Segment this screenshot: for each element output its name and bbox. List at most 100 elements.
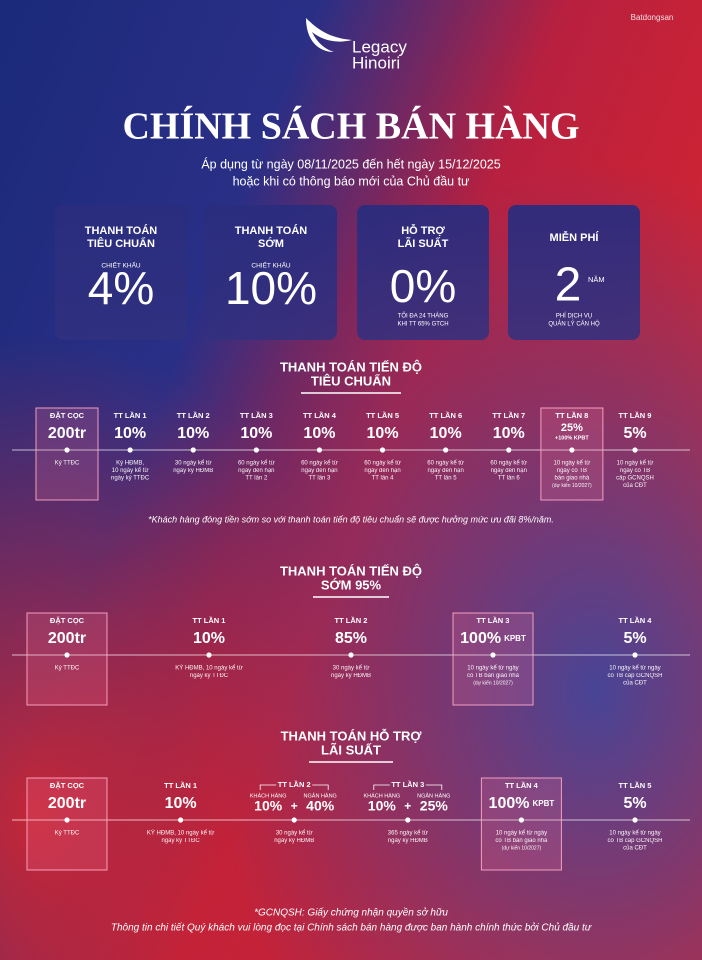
footer-note: *GCNQSH: Giấy chứng nhận quyền sở hữu: [254, 907, 448, 919]
step-label: ĐẶT CỌC: [50, 616, 85, 625]
card-title: THANH TOÁN: [85, 224, 158, 237]
card: [508, 205, 640, 340]
part-value: 40%: [306, 798, 335, 814]
part-value: 10%: [368, 798, 397, 814]
step-note: 10 ngày kể từ ngày: [467, 665, 518, 672]
step-note: ngày đến hạn: [364, 468, 400, 474]
step-sub: +100% KPBT: [555, 435, 589, 441]
timeline-dot: [178, 817, 184, 823]
timeline-dot: [518, 817, 525, 823]
section-title: THANH TOÁN TIẾN ĐỘ: [280, 359, 422, 374]
step-value: 25%: [561, 422, 583, 434]
step-value: 200tr: [48, 425, 86, 442]
card-note: QUẢN LÝ CĂN HỘ: [548, 321, 600, 328]
part-label: KHÁCH HÀNG: [250, 792, 287, 799]
section-title: TIÊU CHUẨN: [311, 373, 391, 388]
timeline-dot: [64, 817, 70, 823]
part-label: NGÂN HÀNG: [304, 792, 337, 799]
step-note: 30 ngày kể từ: [333, 665, 370, 672]
card: [55, 205, 187, 340]
step-note: ngày đến hạn: [301, 468, 337, 474]
step-note: KÝ HĐMB, 10 ngày kể từ: [147, 830, 214, 837]
bracket: [373, 784, 443, 790]
step-note: có TB bàn giao nhà: [495, 838, 548, 844]
step-note: 60 ngày kể từ: [301, 460, 338, 467]
timeline-dot: [379, 447, 386, 453]
step-value: 10%: [165, 795, 197, 812]
step-note: ngày ký TTĐC: [111, 476, 150, 482]
card-note: PHÍ DỊCH VỤ: [556, 313, 592, 320]
step-value: 85%: [335, 630, 367, 647]
step-note: ngày ký HĐMB: [173, 468, 213, 474]
step-note: ngày ký TTĐC: [161, 838, 200, 844]
step-value: 200tr: [48, 795, 86, 812]
card-title: THANH TOÁN: [235, 224, 308, 237]
subtitle: hoặc khi có thông báo mới của Chủ đầu tư: [233, 174, 470, 188]
step-note: Ký TTĐC: [55, 831, 80, 837]
step-note: 10 ngày kể từ: [554, 460, 591, 467]
step-value: 100% KPBT: [460, 630, 526, 647]
joiner: +: [404, 799, 411, 813]
step-note: TT lần 6: [498, 476, 521, 482]
step-value-number: 100%: [460, 630, 501, 647]
step-label: TT LẦN 3: [240, 410, 273, 420]
timeline-dot: [490, 652, 496, 658]
step-value: 10%: [114, 425, 146, 442]
step-note: 60 ngày kể từ: [427, 460, 464, 467]
joiner: +: [291, 799, 298, 813]
step-note: ngày ký HĐMB: [274, 838, 314, 844]
step-note: của CĐT: [623, 845, 647, 852]
subtitle: Áp dụng từ ngày 08/11/2025 đến hết ngày …: [201, 156, 500, 171]
step-note: 10 ngày kể từ: [617, 460, 654, 467]
step-note: 10 ngày kể từ: [112, 467, 149, 474]
step-value-number: 100%: [489, 795, 530, 812]
highlight-box: [26, 777, 108, 871]
step-note: 60 ngày kể từ: [364, 460, 401, 467]
step-note: có TB cấp GCNQSH: [608, 838, 663, 844]
highlight-box: [480, 777, 562, 871]
step-label: TT LẦN 1: [114, 410, 147, 420]
page-title: CHÍNH SÁCH BÁN HÀNG: [122, 106, 579, 148]
step-label: TT LẦN 8: [555, 410, 588, 420]
step-label: TT LẦN 4: [303, 410, 337, 420]
step-value: 10%: [367, 425, 399, 442]
card-value: 10%: [225, 262, 317, 314]
step-label: TT LẦN 7: [492, 410, 525, 420]
step-note: TT lần 2: [245, 476, 268, 482]
step-note: ngày đến hạn: [491, 468, 527, 474]
step-value-suffix: KPBT: [532, 799, 554, 808]
timeline-dot: [405, 817, 411, 823]
step-note: ngày đến hạn: [427, 468, 463, 474]
timeline-dot: [206, 652, 212, 658]
step-note: ngày đến hạn: [238, 468, 274, 474]
highlight-box: [540, 407, 604, 501]
step-note: Ký HĐMB,: [116, 461, 144, 467]
section-title: THANH TOÁN HỖ TRỢ: [281, 728, 423, 743]
step-label: TT LẦN 2: [335, 615, 368, 625]
card-title: HỖ TRỢ: [401, 224, 445, 237]
brand-name: Legacy: [352, 37, 407, 56]
timeline-dot: [569, 447, 575, 453]
step-value: 10%: [493, 425, 525, 442]
step-note: của CĐT: [623, 680, 647, 687]
part-value: 10%: [254, 798, 283, 814]
timeline-dot: [506, 447, 512, 453]
step-label: TT LẦN 2: [177, 410, 210, 420]
timeline-dot: [64, 447, 70, 453]
timeline-dot: [316, 447, 323, 453]
part-value: 25%: [420, 798, 449, 814]
highlight-box: [452, 612, 534, 706]
step-note: ngày có TB: [557, 468, 587, 474]
footer-note: Thông tin chi tiết Quý khách vui lòng đọ…: [111, 922, 592, 934]
timeline-dot: [632, 817, 638, 823]
card-value: 0%: [390, 260, 456, 312]
card: [205, 205, 337, 340]
card-value: 4%: [88, 262, 154, 314]
step-label: TT LẦN 5: [619, 780, 652, 790]
step-value: 5%: [623, 630, 646, 647]
step-value: 10%: [430, 425, 462, 442]
footnote: *Khách hàng đóng tiền sớm so với thanh t…: [148, 514, 554, 524]
step-note: Ký TTĐC: [55, 461, 80, 467]
step-note: ngày ký HĐMB: [388, 838, 428, 844]
